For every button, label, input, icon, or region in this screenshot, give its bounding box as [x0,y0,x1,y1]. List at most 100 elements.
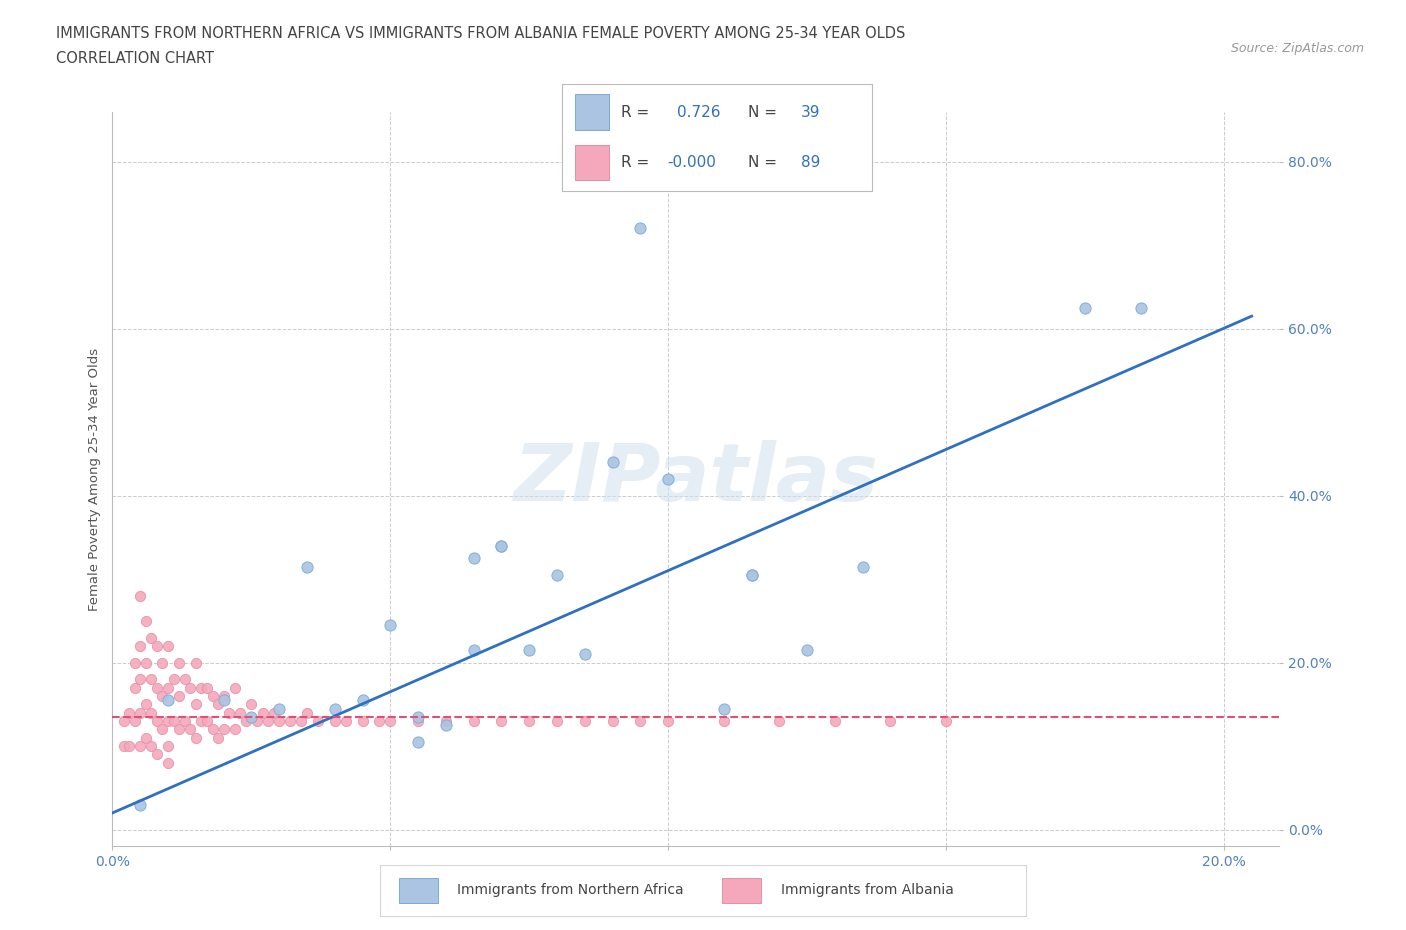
Bar [399,878,437,903]
Point [152,722,174,737]
Point [240,710,263,724]
Point [380,618,402,632]
Point [879,713,901,728]
Point [129,671,152,686]
Text: 0.726: 0.726 [676,104,720,120]
Text: Immigrants from Albania: Immigrants from Albania [780,884,953,897]
Point [124,656,146,671]
Point [741,567,763,582]
Point [179,722,201,737]
Point [574,647,596,662]
Point [184,697,207,711]
Point [124,713,146,728]
Point [135,656,157,671]
Point [307,713,329,728]
Point [152,656,174,671]
Point [235,713,257,728]
Point [184,730,207,745]
Point [129,738,152,753]
Point [352,693,374,708]
Point [278,713,301,728]
Text: Immigrants from Northern Africa: Immigrants from Northern Africa [457,884,683,897]
Point [112,738,135,753]
Point [852,559,875,574]
Point [713,701,735,716]
Point [135,697,157,711]
Point [146,639,169,654]
Y-axis label: Female Poverty Among 25-34 Year Olds: Female Poverty Among 25-34 Year Olds [89,348,101,610]
Point [546,713,568,728]
Point [290,713,312,728]
Point [224,680,246,695]
Point [173,671,195,686]
Point [135,730,157,745]
Point [167,688,190,703]
Point [1074,300,1097,315]
Point [157,738,180,753]
Point [201,688,224,703]
Text: IMMIGRANTS FROM NORTHERN AFRICA VS IMMIGRANTS FROM ALBANIA FEMALE POVERTY AMONG : IMMIGRANTS FROM NORTHERN AFRICA VS IMMIG… [56,26,905,41]
Point [463,713,485,728]
Point [368,713,391,728]
Text: 89: 89 [800,154,820,170]
Point [129,705,152,720]
Point [141,631,163,645]
Point [212,688,235,703]
Point [574,713,596,728]
Point [157,639,180,654]
Point [824,713,846,728]
Text: N =: N = [748,154,778,170]
Point [157,693,180,708]
Point [184,656,207,671]
Text: -0.000: -0.000 [668,154,717,170]
Point [935,713,957,728]
Point [118,738,141,753]
Point [491,713,513,728]
Point [463,643,485,658]
Bar [575,95,609,129]
Point [157,755,180,770]
Point [135,614,157,629]
Point [146,747,169,762]
Point [229,705,252,720]
Point [295,559,318,574]
Point [195,713,218,728]
Point [212,693,235,708]
Point [190,713,212,728]
Point [741,567,763,582]
Point [263,705,285,720]
Point [323,713,346,728]
Point [240,697,263,711]
Point [129,639,152,654]
Point [173,713,195,728]
Point [129,797,152,812]
Point [269,713,291,728]
Point [269,701,291,716]
Point [157,680,180,695]
Point [212,722,235,737]
Point [201,722,224,737]
Text: R =: R = [621,104,650,120]
Point [207,697,229,711]
Point [352,713,374,728]
Point [224,722,246,737]
Point [713,713,735,728]
Text: Source: ZipAtlas.com: Source: ZipAtlas.com [1230,42,1364,55]
Point [146,680,169,695]
Point [257,713,280,728]
Point [628,221,651,236]
Point [796,643,818,658]
Point [491,538,513,553]
Point [162,713,184,728]
Point [657,713,679,728]
Point [141,705,163,720]
Point [141,671,163,686]
Point [162,671,184,686]
Point [602,713,624,728]
Point [190,680,212,695]
Point [118,705,141,720]
Point [129,589,152,604]
Text: CORRELATION CHART: CORRELATION CHART [56,51,214,66]
Point [517,643,540,658]
Point [657,472,679,486]
